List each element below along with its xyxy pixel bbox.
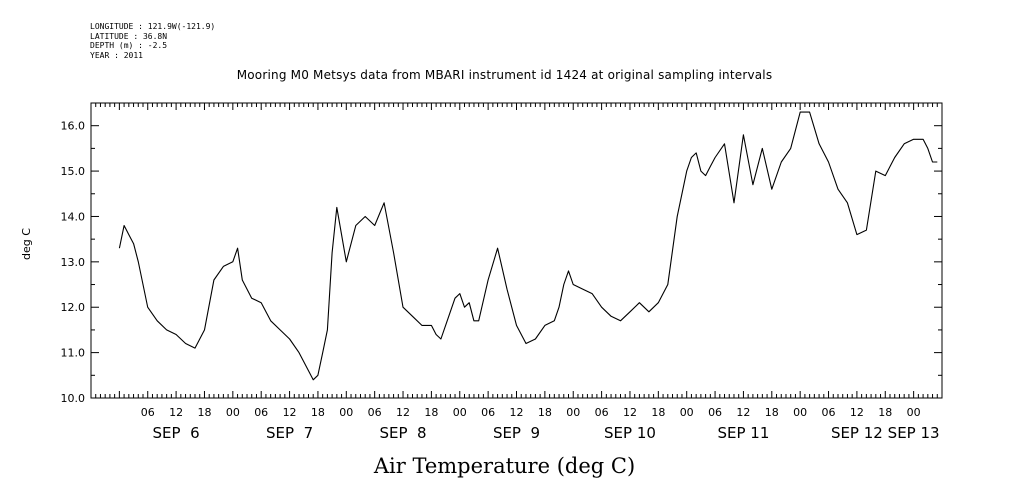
x-tick-label: 06 [595,406,609,419]
x-tick-label: 06 [141,406,155,419]
y-tick-label: 13.0 [61,256,86,269]
x-tick-label: 06 [481,406,495,419]
x-tick-label: 12 [396,406,410,419]
x-tick-label: 00 [680,406,694,419]
x-tick-label: 06 [368,406,382,419]
date-label: SEP 11 [717,424,769,442]
date-label: SEP 6 [153,424,200,442]
x-tick-label: 00 [339,406,353,419]
date-label: SEP 9 [493,424,540,442]
meta-depth: DEPTH (m) : -2.5 [90,41,168,50]
x-tick-label: 12 [736,406,750,419]
x-tick-label: 12 [623,406,637,419]
x-tick-label: 18 [311,406,325,419]
x-tick-label: 00 [566,406,580,419]
y-tick-label: 12.0 [61,301,86,314]
x-tick-label: 06 [254,406,268,419]
meta-latitude: LATITUDE : 36.8N [90,31,168,41]
y-tick-label: 10.0 [61,392,86,405]
x-tick-label: 12 [510,406,524,419]
x-tick-label: 00 [793,406,807,419]
date-label: SEP 12 [831,424,883,442]
y-tick-label: 15.0 [61,165,86,178]
y-tick-label: 14.0 [61,210,86,223]
x-axis-label: Air Temperature (deg C) [373,454,636,478]
x-tick-label: 18 [197,406,211,419]
x-tick-label: 18 [651,406,665,419]
date-label: SEP 7 [266,424,313,442]
x-tick-label: 18 [878,406,892,419]
y-tick-label: 11.0 [61,347,86,360]
x-tick-label: 06 [708,406,722,419]
air-temperature-line [118,111,938,381]
plot-frame [90,102,943,399]
chart-title: Mooring M0 Metsys data from MBARI instru… [236,68,773,82]
meta-year: YEAR : 2011 [90,50,143,60]
meta-longitude: LONGITUDE : 121.9W(-121.9) [90,22,216,31]
x-tick-label: 18 [538,406,552,419]
x-tick-label: 12 [850,406,864,419]
date-label: SEP 8 [379,424,426,442]
x-tick-label: 00 [907,406,921,419]
x-tick-label: 00 [226,406,240,419]
x-tick-label: 12 [283,406,297,419]
date-label: SEP 13 [888,424,940,442]
x-tick-label: 06 [822,406,836,419]
y-tick-label: 16.0 [61,120,86,133]
date-label: SEP 10 [604,424,656,442]
x-tick-label: 18 [424,406,438,419]
x-tick-label: 00 [453,406,467,419]
x-tick-label: 18 [765,406,779,419]
x-tick-label: 12 [169,406,183,419]
metadata-block: LONGITUDE : 121.9W(-121.9) LATITUDE : 36… [90,22,215,60]
